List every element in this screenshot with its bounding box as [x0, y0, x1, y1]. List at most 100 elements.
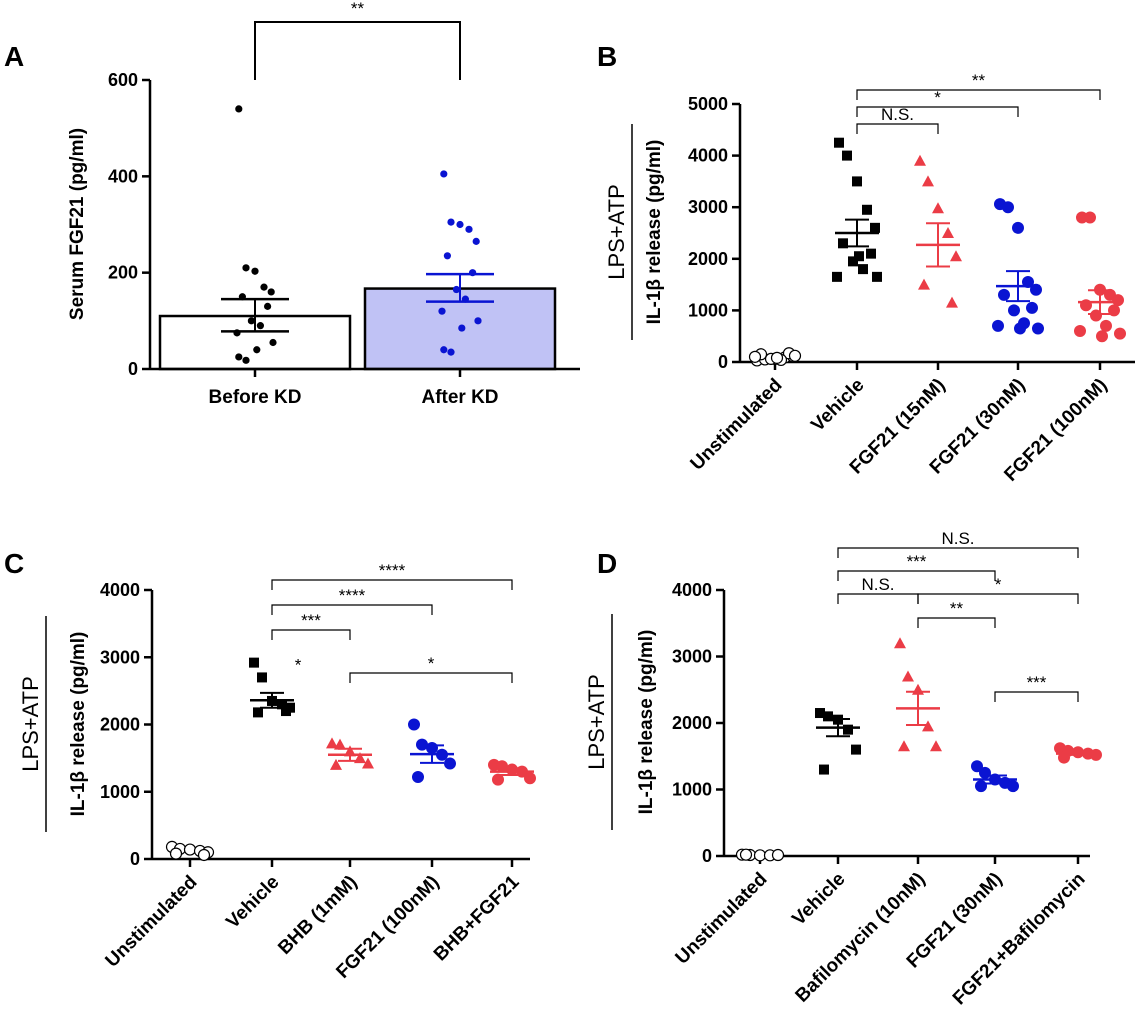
significance-label: N.S.	[881, 105, 914, 124]
x-category-label: After KD	[421, 387, 498, 408]
data-point	[251, 267, 259, 275]
data-point-square	[854, 251, 864, 262]
data-point-triangle	[894, 637, 906, 649]
significance-label: *	[428, 654, 435, 673]
data-point-circle	[1007, 780, 1019, 793]
data-point	[242, 264, 250, 272]
y-axis-title: IL-1β release (pg/ml)	[636, 630, 657, 815]
data-point-circle	[1096, 330, 1108, 343]
data-point-square	[851, 744, 861, 755]
y-tick-label: 200	[108, 263, 138, 283]
data-point-triangle	[930, 740, 942, 752]
significance-bracket	[917, 617, 996, 628]
data-point	[447, 218, 455, 226]
data-point-open-circle	[748, 350, 762, 363]
data-point	[253, 346, 261, 354]
y-tick-label: 4000	[100, 580, 140, 600]
data-point-open-circle	[788, 349, 802, 362]
data-point-triangle	[950, 250, 962, 262]
significance-label: *	[995, 575, 1002, 594]
y-tick-label: 3000	[100, 647, 140, 667]
y-tick-label: 0	[718, 352, 728, 372]
significance-bracket	[856, 123, 939, 134]
y-tick-label: 5000	[688, 94, 728, 114]
significance-label: ****	[379, 561, 406, 580]
data-point-circle	[1014, 322, 1026, 335]
data-point-circle	[524, 772, 536, 785]
data-point-triangle	[946, 296, 958, 308]
panel-letter-d: D	[597, 548, 617, 579]
significance-bracket	[837, 547, 1079, 558]
y-tick-label: 4000	[688, 146, 728, 166]
data-point-square	[253, 707, 263, 718]
data-point-square	[819, 764, 829, 775]
significance-bracket	[254, 21, 461, 80]
data-point-circle	[1100, 319, 1112, 332]
y-tick-label: 0	[130, 849, 140, 869]
data-point-triangle	[362, 757, 374, 769]
data-point-circle	[1032, 322, 1044, 335]
data-point-triangle	[326, 737, 338, 749]
significance-label: ***	[301, 611, 321, 630]
significance-bracket	[349, 672, 513, 683]
data-point-triangle	[898, 740, 910, 752]
data-point	[472, 237, 480, 245]
data-point-triangle	[918, 278, 930, 290]
data-point-open-circle	[770, 351, 784, 364]
panel-letter-c: C	[4, 548, 24, 579]
data-point-square	[862, 204, 872, 215]
x-category-label: Unstimulated	[102, 872, 202, 972]
data-point-open-circle	[169, 847, 183, 860]
significance-bracket	[856, 106, 1019, 117]
data-point-circle	[1012, 221, 1024, 234]
data-point	[474, 317, 482, 325]
data-point	[458, 324, 466, 332]
data-point-circle	[971, 760, 983, 773]
data-point	[438, 307, 446, 315]
y-tick-label: 0	[702, 846, 712, 866]
data-point-open-circle	[183, 843, 197, 856]
point-annotation: *	[295, 656, 302, 675]
data-point-triangle	[330, 758, 342, 770]
y-tick-label: 2000	[688, 249, 728, 269]
y-tick-label: 2000	[100, 715, 140, 735]
significance-bracket	[856, 89, 1101, 100]
data-point	[235, 353, 243, 361]
x-category-label: Bafilomycin (10nM)	[792, 869, 930, 1007]
data-point-circle	[492, 773, 504, 786]
data-point-circle	[1084, 211, 1096, 224]
panel-d: D 0 1000 2000 3000 4000 Unstimulated VehicleBaf…	[584, 529, 1102, 1009]
data-point-circle	[1114, 327, 1126, 340]
data-point	[267, 288, 275, 296]
data-point-square	[249, 657, 259, 668]
data-point-circle	[1002, 201, 1014, 214]
data-point-triangle	[922, 175, 934, 187]
significance-label: ****	[339, 586, 366, 605]
data-point-circle	[1090, 748, 1102, 761]
significance-bracket	[994, 691, 1079, 702]
y-tick-label: 400	[108, 166, 138, 186]
data-point-triangle	[932, 202, 944, 214]
data-point	[469, 269, 477, 277]
data-point	[461, 295, 469, 303]
y-tick-label: 600	[108, 70, 138, 90]
significance-label: **	[351, 0, 365, 18]
data-point	[242, 356, 250, 364]
y-axis-title: IL-1β release (pg/ml)	[644, 140, 665, 325]
y-axis-super-label: LPS+ATP	[604, 184, 629, 280]
panel-b: B 0 1000 2000 3000 4000 5000 Unstimulated Vehicl…	[597, 41, 1135, 486]
data-point-square	[832, 271, 842, 282]
data-point	[264, 302, 272, 310]
x-category-label: BHB (1mM)	[274, 872, 361, 959]
x-category-label: BHB+FGF21	[430, 871, 524, 965]
data-point	[456, 220, 464, 229]
data-point-triangle	[902, 670, 914, 682]
data-point-triangle	[334, 738, 346, 750]
significance-bracket	[917, 593, 1079, 604]
data-point-square	[858, 264, 868, 275]
data-point	[440, 170, 448, 178]
data-point	[233, 329, 241, 337]
significance-label: ***	[907, 552, 927, 571]
